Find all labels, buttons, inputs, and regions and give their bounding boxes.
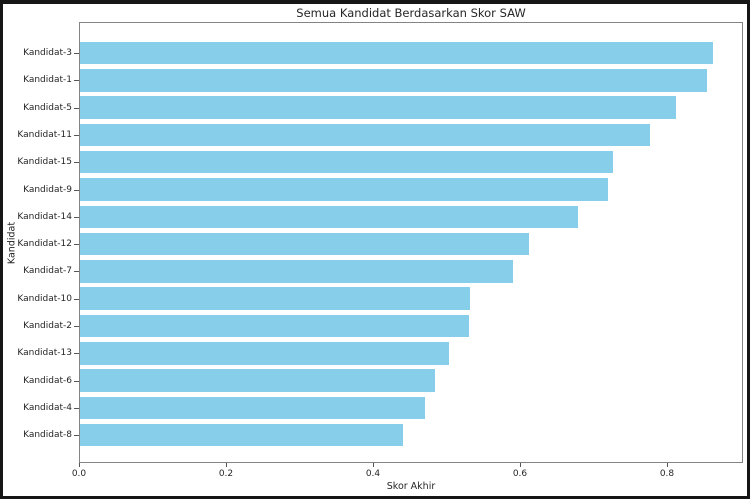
bar-kandidat-14 [80, 205, 579, 229]
y-tick-label: Kandidat-8 [23, 430, 72, 441]
chart-title: Semua Kandidat Berdasarkan Skor SAW [296, 6, 526, 20]
x-tick-label: 0.8 [659, 469, 675, 479]
bar-kandidat-1 [80, 69, 707, 92]
bar-kandidat-15 [80, 150, 613, 174]
y-tick-label: Kandidat-7 [23, 266, 72, 277]
y-tick-mark [74, 298, 79, 300]
x-tick-label: 0.0 [71, 469, 87, 479]
y-tick-mark [74, 326, 79, 327]
x-axis-title: Skor Akhir [386, 481, 436, 492]
y-tick-mark [74, 353, 79, 355]
y-tick-label: Kandidat-11 [17, 129, 72, 140]
bar-kandidat-3 [80, 41, 713, 65]
y-tick-mark [74, 407, 79, 409]
bar-kandidat-12 [80, 232, 530, 256]
bar-kandidat-9 [80, 178, 608, 201]
window-border-right [747, 0, 750, 499]
window-border-top [0, 0, 750, 4]
bar-kandidat-10 [80, 287, 470, 310]
bar-kandidat-8 [80, 423, 403, 447]
x-tick-mark [373, 463, 374, 467]
bar-kandidat-4 [80, 396, 426, 420]
y-tick-label: Kandidat-10 [17, 293, 72, 304]
y-tick-mark [74, 53, 79, 54]
y-tick-label: Kandidat-13 [17, 348, 72, 359]
x-tick-mark [226, 463, 227, 467]
y-tick-label: Kandidat-12 [17, 239, 72, 250]
x-tick-mark [667, 463, 668, 467]
y-tick-mark [74, 216, 79, 218]
y-tick-mark [74, 107, 79, 109]
bar-kandidat-13 [80, 342, 449, 365]
bar-kandidat-11 [80, 123, 651, 147]
y-tick-mark [74, 271, 79, 273]
x-tick-label: 0.2 [218, 469, 234, 479]
x-tick-label: 0.6 [512, 469, 528, 479]
y-tick-mark [74, 380, 79, 382]
y-tick-mark [74, 80, 79, 82]
window-border-left [0, 0, 3, 499]
x-tick-mark [79, 463, 80, 467]
y-tick-label: Kandidat-3 [23, 48, 72, 58]
bar-kandidat-7 [80, 260, 513, 283]
bar-kandidat-5 [80, 96, 677, 119]
y-tick-mark [74, 162, 79, 164]
x-tick-label: 0.4 [365, 469, 381, 479]
y-tick-label: Kandidat-14 [17, 211, 72, 222]
y-tick-label: Kandidat-5 [23, 102, 72, 113]
bar-kandidat-2 [80, 314, 469, 338]
y-tick-label: Kandidat-2 [23, 321, 72, 331]
window-border-bottom [0, 496, 750, 499]
y-tick-label: Kandidat-6 [23, 375, 72, 386]
y-tick-mark [74, 244, 79, 246]
bar-kandidat-6 [80, 369, 435, 392]
y-tick-mark [74, 435, 79, 437]
y-tick-label: Kandidat-4 [23, 402, 72, 413]
y-tick-label: Kandidat-1 [23, 75, 72, 86]
plot-area [79, 22, 743, 463]
y-tick-mark [74, 189, 79, 191]
y-tick-label: Kandidat-15 [17, 157, 72, 168]
x-tick-mark [520, 463, 521, 467]
y-tick-mark [74, 134, 79, 136]
y-tick-label: Kandidat-9 [23, 184, 72, 195]
